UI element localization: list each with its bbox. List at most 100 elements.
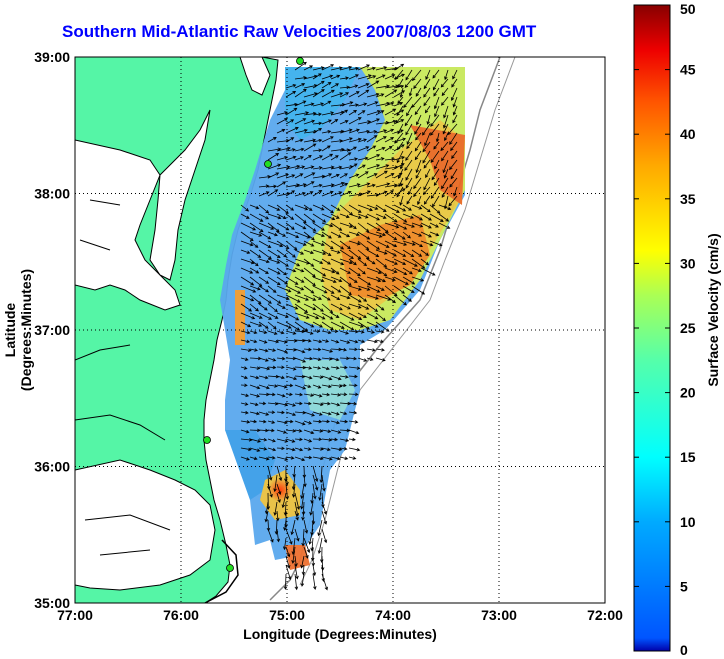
velocity-arrow bbox=[411, 222, 424, 228]
velocity-arrow bbox=[294, 240, 307, 246]
velocity-arrow bbox=[267, 330, 278, 335]
velocity-arrow bbox=[348, 109, 357, 116]
velocity-arrow bbox=[285, 249, 296, 258]
velocity-arrow bbox=[441, 87, 449, 97]
velocity-arrow bbox=[291, 546, 296, 564]
velocity-arrow bbox=[452, 96, 458, 108]
velocity-arrow bbox=[312, 148, 323, 153]
velocity-arrow bbox=[276, 492, 281, 504]
velocity-arrow bbox=[276, 375, 285, 380]
velocity-arrow bbox=[330, 437, 339, 442]
velocity-arrow bbox=[375, 339, 384, 343]
velocity-arrow bbox=[294, 365, 307, 370]
velocity-arrow bbox=[276, 294, 290, 301]
velocity-arrow bbox=[276, 528, 281, 543]
velocity-arrow bbox=[267, 321, 277, 330]
velocity-arrow bbox=[366, 173, 378, 179]
velocity-arrow bbox=[339, 446, 348, 451]
velocity-arrow bbox=[267, 465, 273, 481]
velocity-arrow bbox=[301, 564, 306, 576]
velocity-arrow bbox=[441, 177, 449, 190]
lat-tick: 35:00 bbox=[34, 595, 70, 611]
velocity-arrow bbox=[312, 339, 323, 344]
velocity-arrow bbox=[339, 365, 348, 370]
velocity-arrow bbox=[312, 411, 323, 416]
velocity-arrow bbox=[366, 330, 376, 334]
velocity-arrow bbox=[285, 402, 296, 407]
velocity-arrow bbox=[375, 249, 388, 255]
velocity-arrow bbox=[402, 204, 412, 211]
velocity-arrow bbox=[303, 537, 311, 554]
velocity-arrow bbox=[348, 231, 360, 237]
velocity-arrow bbox=[294, 410, 307, 415]
velocity-arrow bbox=[249, 384, 261, 390]
velocity-arrow bbox=[357, 303, 370, 310]
velocity-arrow bbox=[258, 437, 268, 442]
velocity-arrow bbox=[303, 92, 318, 98]
velocity-arrow bbox=[330, 303, 343, 311]
velocity-arrow bbox=[285, 528, 293, 545]
velocity-arrow bbox=[321, 528, 328, 544]
velocity-arrow bbox=[294, 294, 309, 301]
velocity-arrow bbox=[267, 258, 281, 264]
velocity-arrow bbox=[267, 420, 276, 424]
velocity-arrow bbox=[312, 474, 319, 491]
velocity-arrow bbox=[321, 153, 334, 161]
velocity-arrow bbox=[450, 87, 458, 101]
velocity-arrow bbox=[447, 123, 458, 136]
velocity-arrow bbox=[375, 157, 385, 161]
velocity-arrow bbox=[366, 92, 380, 98]
velocity-arrow bbox=[285, 119, 295, 125]
velocity-arrow bbox=[339, 173, 348, 179]
lat-tick: 36:00 bbox=[34, 459, 70, 475]
velocity-arrow bbox=[285, 375, 298, 381]
velocity-arrow bbox=[321, 183, 335, 188]
velocity-arrow bbox=[442, 114, 449, 129]
velocity-arrow bbox=[267, 447, 277, 452]
velocity-arrow bbox=[312, 155, 323, 161]
velocity-arrow bbox=[285, 546, 291, 558]
velocity-arrow bbox=[339, 276, 352, 286]
velocity-arrow bbox=[249, 366, 261, 370]
velocity-arrow bbox=[249, 393, 260, 398]
velocity-arrow bbox=[240, 204, 250, 212]
velocity-arrow bbox=[339, 456, 349, 460]
velocity-arrow bbox=[267, 184, 278, 189]
velocity-arrow bbox=[321, 375, 333, 381]
velocity-arrow bbox=[249, 213, 264, 222]
velocity-arrow bbox=[312, 102, 325, 107]
velocity-arrow bbox=[321, 89, 335, 98]
velocity-arrow bbox=[375, 357, 386, 362]
velocity-arrow bbox=[357, 321, 370, 330]
velocity-arrow bbox=[258, 184, 270, 188]
velocity-arrow bbox=[267, 339, 280, 344]
lon-tick-labels: 77:00 76:00 75:00 74:00 73:00 72:00 bbox=[57, 607, 623, 623]
velocity-arrow bbox=[393, 137, 407, 143]
velocity-arrow bbox=[434, 159, 440, 170]
velocity-arrow bbox=[430, 186, 440, 199]
velocity-arrow bbox=[404, 159, 413, 172]
velocity-arrow bbox=[330, 321, 345, 329]
velocity-arrow bbox=[330, 173, 340, 179]
velocity-arrow bbox=[276, 321, 292, 329]
velocity-arrow bbox=[429, 213, 444, 222]
velocity-arrow bbox=[303, 401, 312, 406]
velocity-arrow bbox=[429, 222, 439, 228]
velocity-arrow bbox=[384, 108, 397, 116]
velocity-arrow bbox=[312, 402, 324, 407]
velocity-arrow bbox=[267, 285, 277, 293]
velocity-arrow bbox=[348, 137, 362, 143]
velocity-arrow bbox=[258, 276, 270, 284]
velocity-arrow bbox=[283, 573, 288, 590]
velocity-arrow bbox=[339, 347, 348, 352]
velocity-arrow bbox=[384, 190, 394, 197]
velocity-arrow bbox=[258, 411, 270, 416]
velocity-arrow bbox=[375, 170, 388, 179]
velocity-arrow bbox=[339, 222, 353, 228]
velocity-arrow bbox=[312, 276, 325, 283]
velocity-arrow bbox=[444, 69, 449, 81]
velocity-arrow bbox=[303, 366, 313, 370]
velocity-arrow bbox=[312, 249, 327, 255]
velocity-arrow bbox=[384, 267, 398, 274]
velocity-arrow bbox=[444, 132, 449, 142]
